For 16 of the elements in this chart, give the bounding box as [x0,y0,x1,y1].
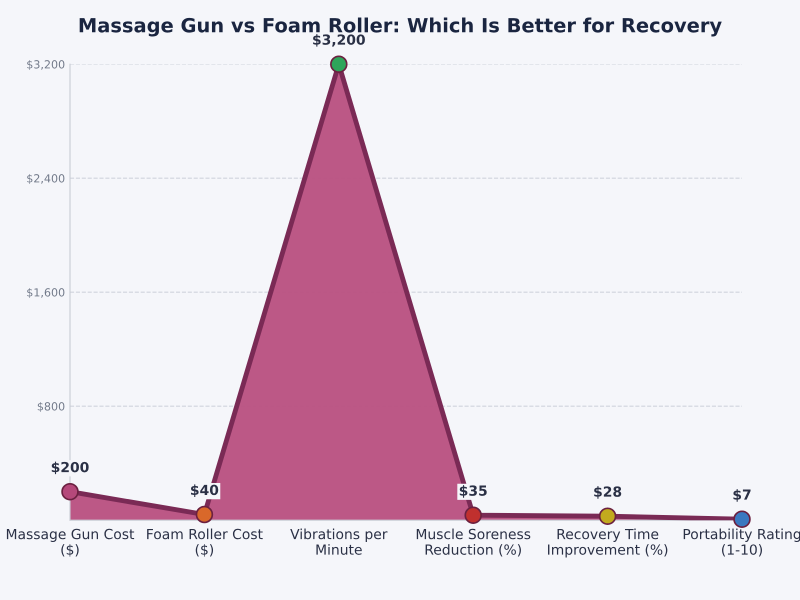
x-tick-label: Foam Roller Cost ($) [147,528,263,557]
x-tick-label: Muscle Soreness Reduction (%) [416,528,530,556]
x-tick-label: Portability Rating (1-10) [684,528,800,556]
data-label: $7 [733,489,751,502]
x-tick-label: Recovery Time Improvement (%) [548,528,668,558]
y-tick-label: $3,200 [27,60,64,70]
data-label: $40 [190,484,218,497]
x-tick-label: Massage Gun Cost ($) [6,528,134,557]
data-label: $3,200 [313,34,365,47]
y-tick-label: $1,600 [27,288,64,298]
y-tick-label: $2,400 [27,174,64,184]
data-label: $35 [460,485,487,498]
data-label: $200 [52,462,89,474]
x-tick-label: Vibrations per Minute [290,528,388,555]
y-tick-label: $800 [38,402,64,412]
data-label: $28 [594,486,622,499]
